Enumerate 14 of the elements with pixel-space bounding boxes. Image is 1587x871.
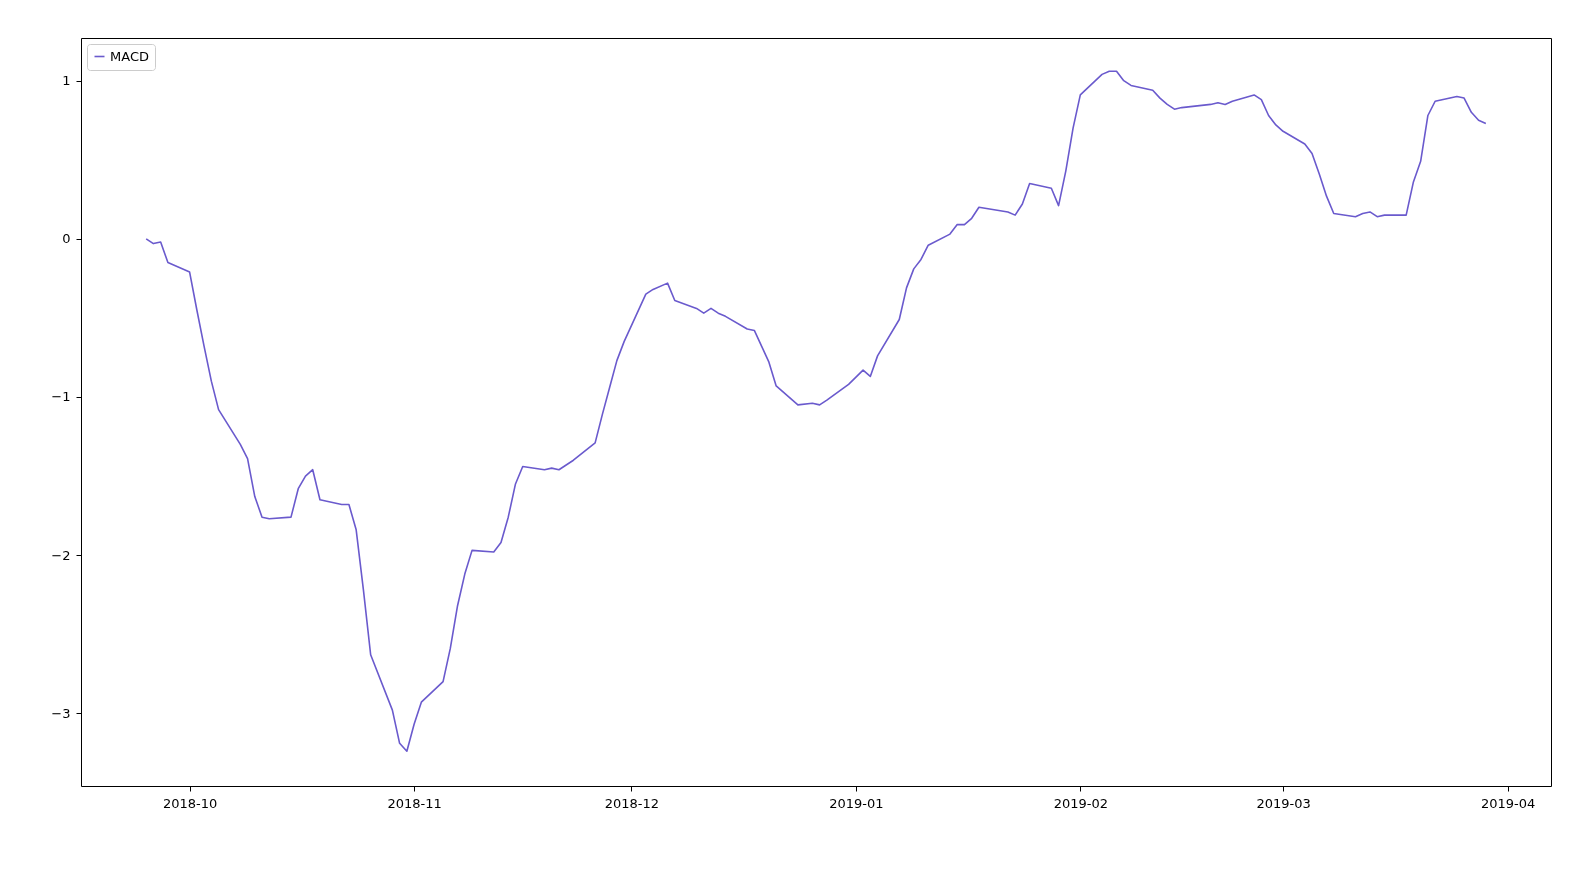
x-tick-label: 2019-01 <box>829 795 884 811</box>
line-series <box>145 70 1487 753</box>
y-tick-label: 0 <box>62 231 71 247</box>
x-tick-label: 2019-04 <box>1480 795 1536 811</box>
x-tick-label: 2019-02 <box>1053 795 1108 811</box>
y-tick-label: −1 <box>51 389 71 405</box>
x-tick-label: 2019-03 <box>1256 795 1311 811</box>
y-tick-label: −2 <box>51 547 71 563</box>
x-tick-label: 2018-12 <box>604 795 660 811</box>
y-tick-label: −3 <box>51 705 71 721</box>
legend-label: MACD <box>110 48 149 64</box>
y-tick-label: 1 <box>62 73 71 89</box>
x-tick-label: 2018-10 <box>162 795 218 811</box>
x-tick-label: 2018-11 <box>387 795 442 811</box>
